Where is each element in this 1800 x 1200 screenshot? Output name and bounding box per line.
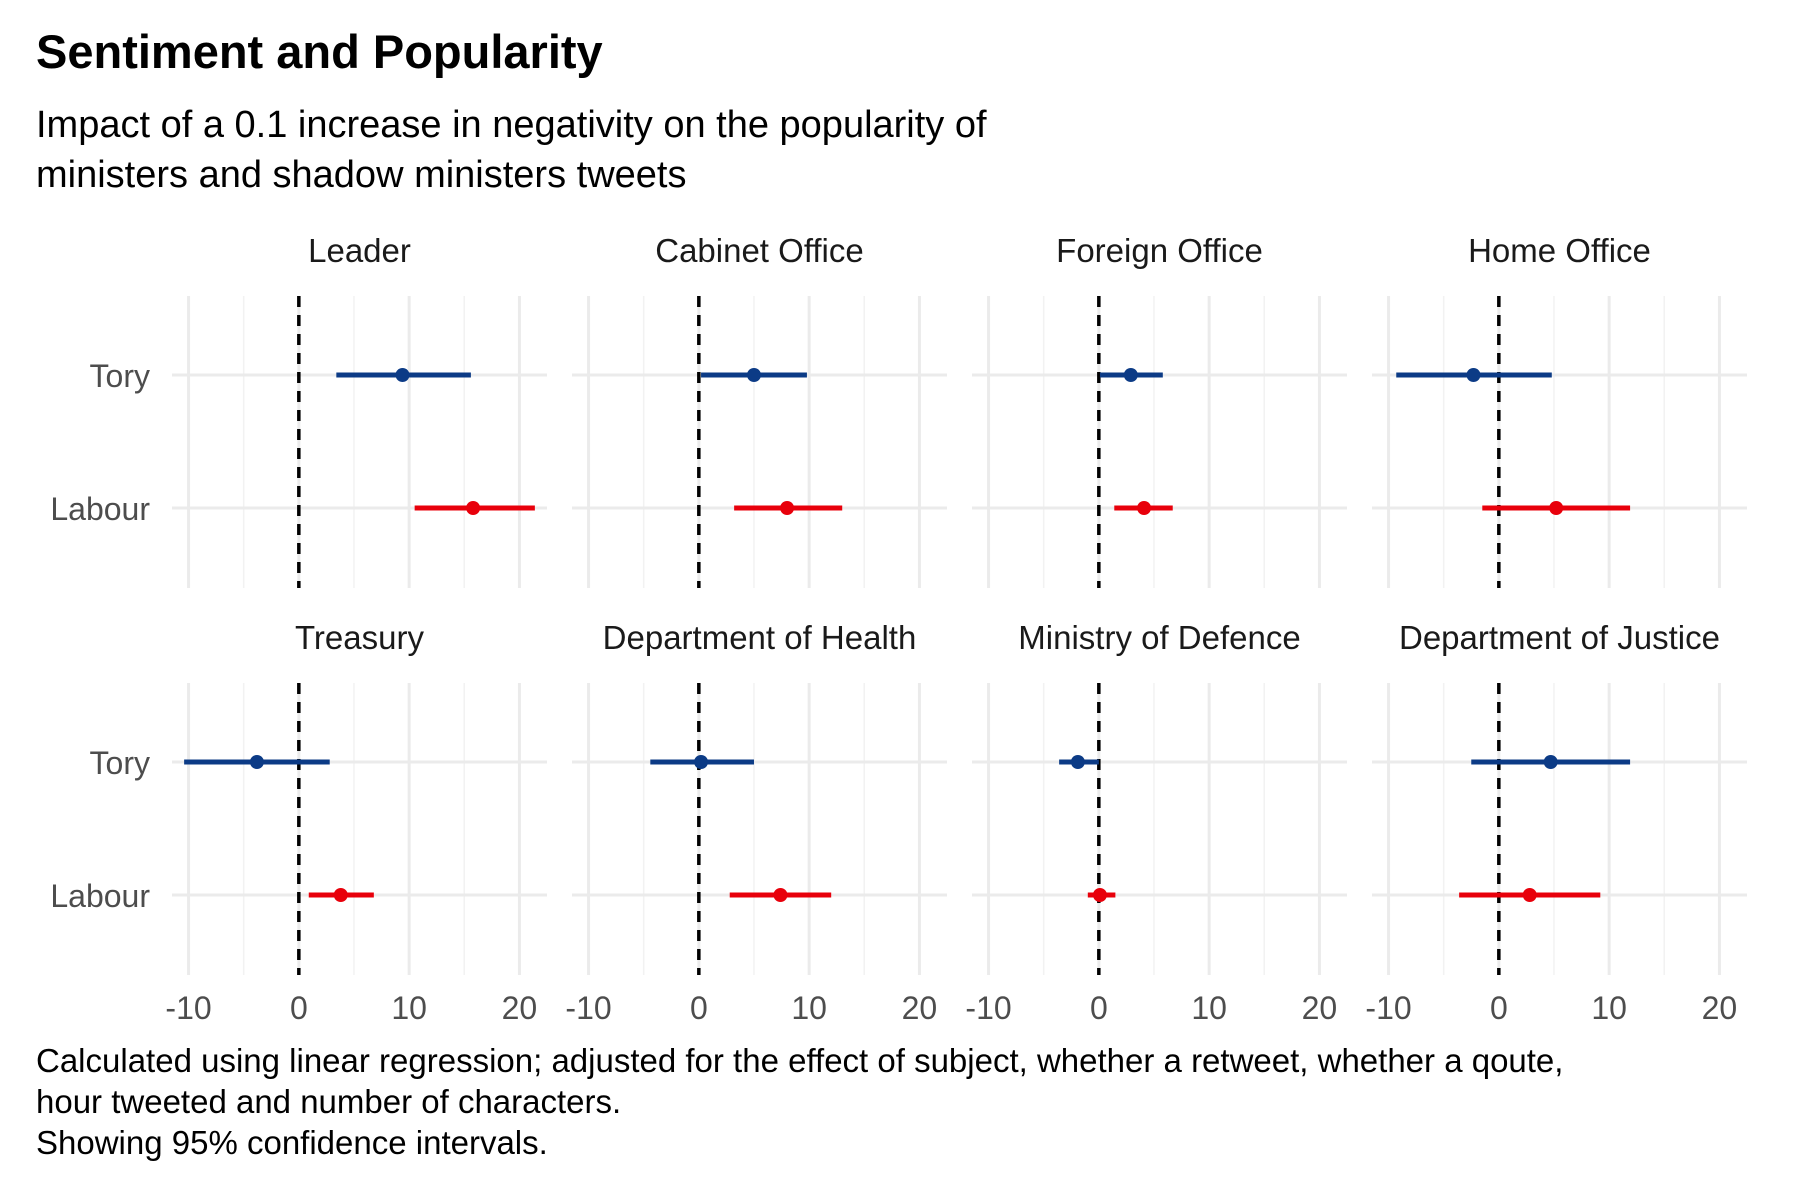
- point-labour-leader: [466, 501, 481, 515]
- point-labour-department-of-justice: [1522, 888, 1537, 902]
- chart-subtitle: Impact of a 0.1 increase in negativity o…: [36, 100, 1336, 200]
- point-labour-department-of-health: [773, 888, 788, 902]
- x-tick-label: 10: [1591, 990, 1627, 1026]
- panel-treasury-background: [172, 683, 547, 975]
- x-tick-label: -10: [165, 990, 211, 1026]
- caption-line-1: Calculated using linear regression; adju…: [36, 1042, 1564, 1079]
- point-labour-cabinet-office: [780, 501, 795, 515]
- panel-label-department-of-justice: Department of Justice: [1399, 619, 1720, 656]
- panel-label-department-of-health: Department of Health: [603, 619, 917, 656]
- panel-label-foreign-office: Foreign Office: [1056, 232, 1263, 269]
- x-tick-label: 0: [690, 990, 708, 1026]
- caption-line-3: Showing 95% confidence intervals.: [36, 1124, 548, 1161]
- x-tick-label: -10: [565, 990, 611, 1026]
- point-tory-ministry-of-defence: [1070, 755, 1085, 769]
- y-tick-label-labour: Labour: [50, 491, 150, 527]
- panel-label-home-office: Home Office: [1468, 232, 1651, 269]
- panel-label-leader: Leader: [308, 232, 411, 269]
- point-tory-foreign-office: [1123, 368, 1138, 382]
- x-tick-label: 20: [502, 990, 538, 1026]
- x-tick-label: 20: [1302, 990, 1338, 1026]
- x-tick-label: 0: [1090, 990, 1108, 1026]
- x-tick-label: 10: [391, 990, 427, 1026]
- point-labour-treasury: [333, 888, 348, 902]
- panel-department-of-justice-background: [1372, 683, 1747, 975]
- y-tick-label-tory: Tory: [90, 358, 150, 394]
- panel-foreign-office-background: [972, 296, 1347, 588]
- point-labour-ministry-of-defence: [1092, 888, 1107, 902]
- x-tick-label: -10: [1365, 990, 1411, 1026]
- point-labour-foreign-office: [1137, 501, 1152, 515]
- subtitle-line-1: Impact of a 0.1 increase in negativity o…: [36, 104, 987, 146]
- subtitle-line-2: ministers and shadow ministers tweets: [36, 154, 687, 196]
- point-tory-department-of-justice: [1543, 755, 1558, 769]
- point-labour-home-office: [1549, 501, 1564, 515]
- x-tick-label: 0: [1490, 990, 1508, 1026]
- chart-title: Sentiment and Popularity: [36, 25, 603, 78]
- panel-home-office-background: [1372, 296, 1747, 588]
- y-tick-label-tory: Tory: [90, 745, 150, 781]
- point-tory-leader: [395, 368, 410, 382]
- chart-caption: Calculated using linear regression; adju…: [36, 1040, 1796, 1163]
- panel-label-cabinet-office: Cabinet Office: [655, 232, 864, 269]
- panel-ministry-of-defence-background: [972, 683, 1347, 975]
- y-tick-label-labour: Labour: [50, 878, 150, 914]
- x-tick-label: 20: [1702, 990, 1738, 1026]
- x-tick-label: 0: [290, 990, 308, 1026]
- caption-line-2: hour tweeted and number of characters.: [36, 1083, 622, 1120]
- x-tick-label: -10: [965, 990, 1011, 1026]
- panel-department-of-health-background: [572, 683, 947, 975]
- point-tory-department-of-health: [694, 755, 709, 769]
- point-tory-home-office: [1466, 368, 1481, 382]
- panel-leader-background: [172, 296, 547, 588]
- panel-label-treasury: Treasury: [295, 619, 424, 656]
- point-tory-treasury: [249, 755, 264, 769]
- x-tick-label: 10: [1191, 990, 1227, 1026]
- panel-cabinet-office-background: [572, 296, 947, 588]
- x-tick-label: 10: [791, 990, 827, 1026]
- x-tick-label: 20: [902, 990, 938, 1026]
- panel-label-ministry-of-defence: Ministry of Defence: [1018, 619, 1300, 656]
- point-tory-cabinet-office: [746, 368, 761, 382]
